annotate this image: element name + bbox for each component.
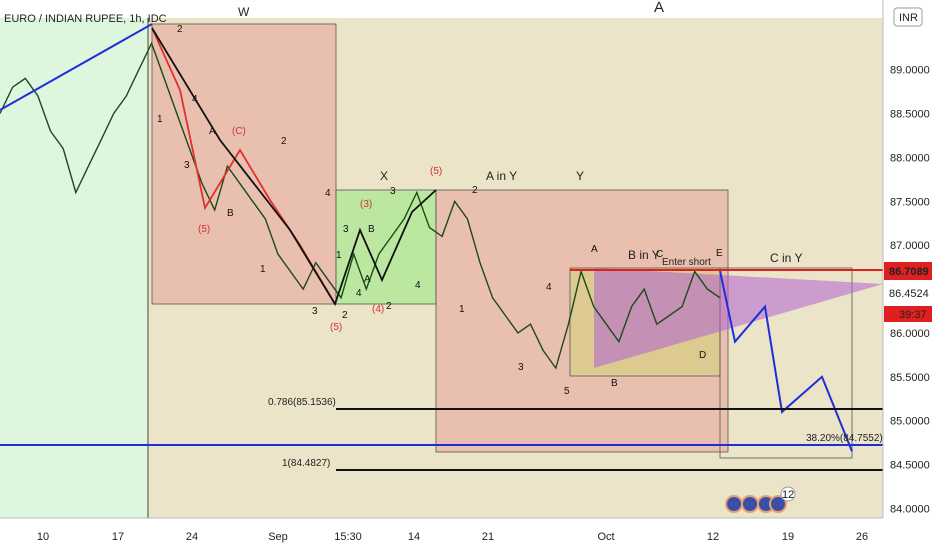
box-x — [335, 189, 437, 305]
wave-num: 2 — [342, 310, 348, 321]
x-tick-label: 26 — [856, 531, 868, 543]
wave-num: 2 — [281, 136, 287, 147]
wave-num: 3 — [184, 160, 190, 171]
level-1-label: 1(84.4827) — [282, 458, 330, 469]
x-tick-label: 14 — [408, 531, 420, 543]
price-line — [0, 41, 721, 370]
time-axis[interactable] — [0, 518, 883, 550]
wave-c-in-y-label: C in Y — [770, 251, 802, 265]
event-count-text: 12 — [782, 489, 794, 501]
y-tick-label: 87.0000 — [890, 240, 930, 252]
wave-num: A — [209, 126, 216, 137]
wave-num: 3 — [343, 224, 349, 235]
wave-num-red: (5) — [330, 322, 342, 333]
x-tick-label: 10 — [37, 531, 49, 543]
price-axis[interactable] — [883, 0, 932, 518]
x-tick-label: Sep — [268, 531, 288, 543]
event-flag-icon[interactable] — [725, 495, 743, 513]
y-tick-label: 88.0000 — [890, 152, 930, 164]
wave-num: 4 — [356, 288, 362, 299]
box-c-in-y — [719, 267, 853, 459]
wave-num: A — [591, 244, 598, 255]
wave-a-top-label: A — [654, 0, 664, 16]
wave-num: 2 — [386, 301, 392, 312]
wave-zigzag-black — [151, 27, 437, 307]
wave-num: 2 — [472, 185, 478, 196]
projection-line — [719, 270, 853, 452]
wave-num: 2 — [177, 24, 183, 35]
wave-num: 4 — [546, 282, 552, 293]
x-tick-label: 12 — [707, 531, 719, 543]
wave-num: D — [699, 350, 706, 361]
wave-num: 1 — [157, 114, 163, 125]
price-tag-last-text: 86.4524 — [889, 288, 929, 300]
wave-num-red: (5) — [198, 224, 210, 235]
wave-num: B — [227, 208, 234, 219]
wave-num: 3 — [518, 362, 524, 373]
currency-badge[interactable] — [893, 7, 923, 27]
event-icons[interactable]: 12 — [725, 486, 796, 513]
x-tick-label: 24 — [186, 531, 198, 543]
wave-num-red: (4) — [372, 304, 384, 315]
y-tick-label: 87.5000 — [890, 196, 930, 208]
wave-num: 1 — [336, 250, 342, 261]
wave-num-red: (3) — [360, 199, 372, 210]
wave-num-red: (C) — [232, 126, 246, 137]
wave-num: 4 — [192, 94, 198, 105]
event-flag-icon[interactable] — [741, 495, 759, 513]
wave-num: 4 — [415, 280, 421, 291]
x-tick-label: 17 — [112, 531, 124, 543]
wave-num: B — [368, 224, 375, 235]
x-tick-label: Oct — [597, 531, 614, 543]
wave-num: 5 — [564, 386, 570, 397]
wave-num: 1 — [459, 304, 465, 315]
wave-b-in-y-label: B in Y — [628, 248, 660, 262]
box-w — [151, 23, 337, 305]
wave-num: A — [364, 274, 371, 285]
wave-num: C — [656, 249, 663, 260]
bg-zone-green — [0, 18, 148, 518]
wave-num: 3 — [390, 186, 396, 197]
countdown-text: 39:37 — [899, 309, 927, 321]
event-count-icon[interactable] — [780, 486, 796, 502]
wave-num: 1 — [260, 264, 266, 275]
level-0786-label: 0.786(85.1536) — [268, 397, 336, 408]
x-tick-label: 21 — [482, 531, 494, 543]
currency-badge-text: INR — [899, 12, 918, 24]
wave-num: E — [716, 248, 723, 259]
y-tick-label: 84.5000 — [890, 460, 930, 472]
wave-num: 4 — [325, 188, 331, 199]
price-tag-high — [884, 262, 932, 280]
y-axis-ticks: 89.000088.500088.000087.500087.000086.50… — [890, 65, 930, 516]
level-382-label: 38.20%(84.7552) — [806, 433, 883, 444]
price-tag-last — [884, 284, 932, 302]
enter-short-label: Enter short — [662, 257, 711, 268]
wave-num: B — [611, 378, 618, 389]
event-flag-icon[interactable] — [769, 495, 787, 513]
wave-num-red: (5) — [430, 166, 442, 177]
wave-a-in-y-label: A in Y — [486, 169, 517, 183]
wave-num: 3 — [312, 306, 318, 317]
y-tick-label: 86.0000 — [890, 328, 930, 340]
countdown-tag — [884, 306, 932, 322]
x-tick-label: 19 — [782, 531, 794, 543]
wave-y-label: Y — [576, 169, 584, 183]
y-tick-label: 88.5000 — [890, 109, 930, 121]
x-axis-ticks: 10 17 24 Sep 15:30 14 21 Oct 12 19 26 — [37, 531, 868, 543]
wave-x-label: X — [380, 169, 388, 183]
y-tick-label: 85.0000 — [890, 416, 930, 428]
wave-w-label: W — [238, 5, 250, 19]
x-tick-label: 15:30 — [334, 531, 362, 543]
triangle-pattern — [594, 268, 883, 368]
price-tag-high-text: 86.7089 — [889, 266, 929, 278]
trend-line-blue — [0, 23, 153, 111]
y-tick-label: 89.0000 — [890, 65, 930, 77]
y-tick-label: 85.5000 — [890, 372, 930, 384]
y-tick-label: 84.0000 — [890, 503, 930, 515]
chart-title: EURO / INDIAN RUPEE, 1h, IDC — [4, 13, 167, 25]
